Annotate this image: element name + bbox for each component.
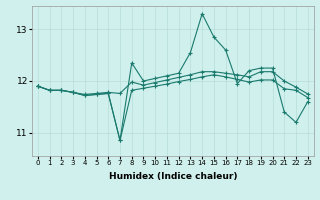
X-axis label: Humidex (Indice chaleur): Humidex (Indice chaleur) [108, 172, 237, 181]
